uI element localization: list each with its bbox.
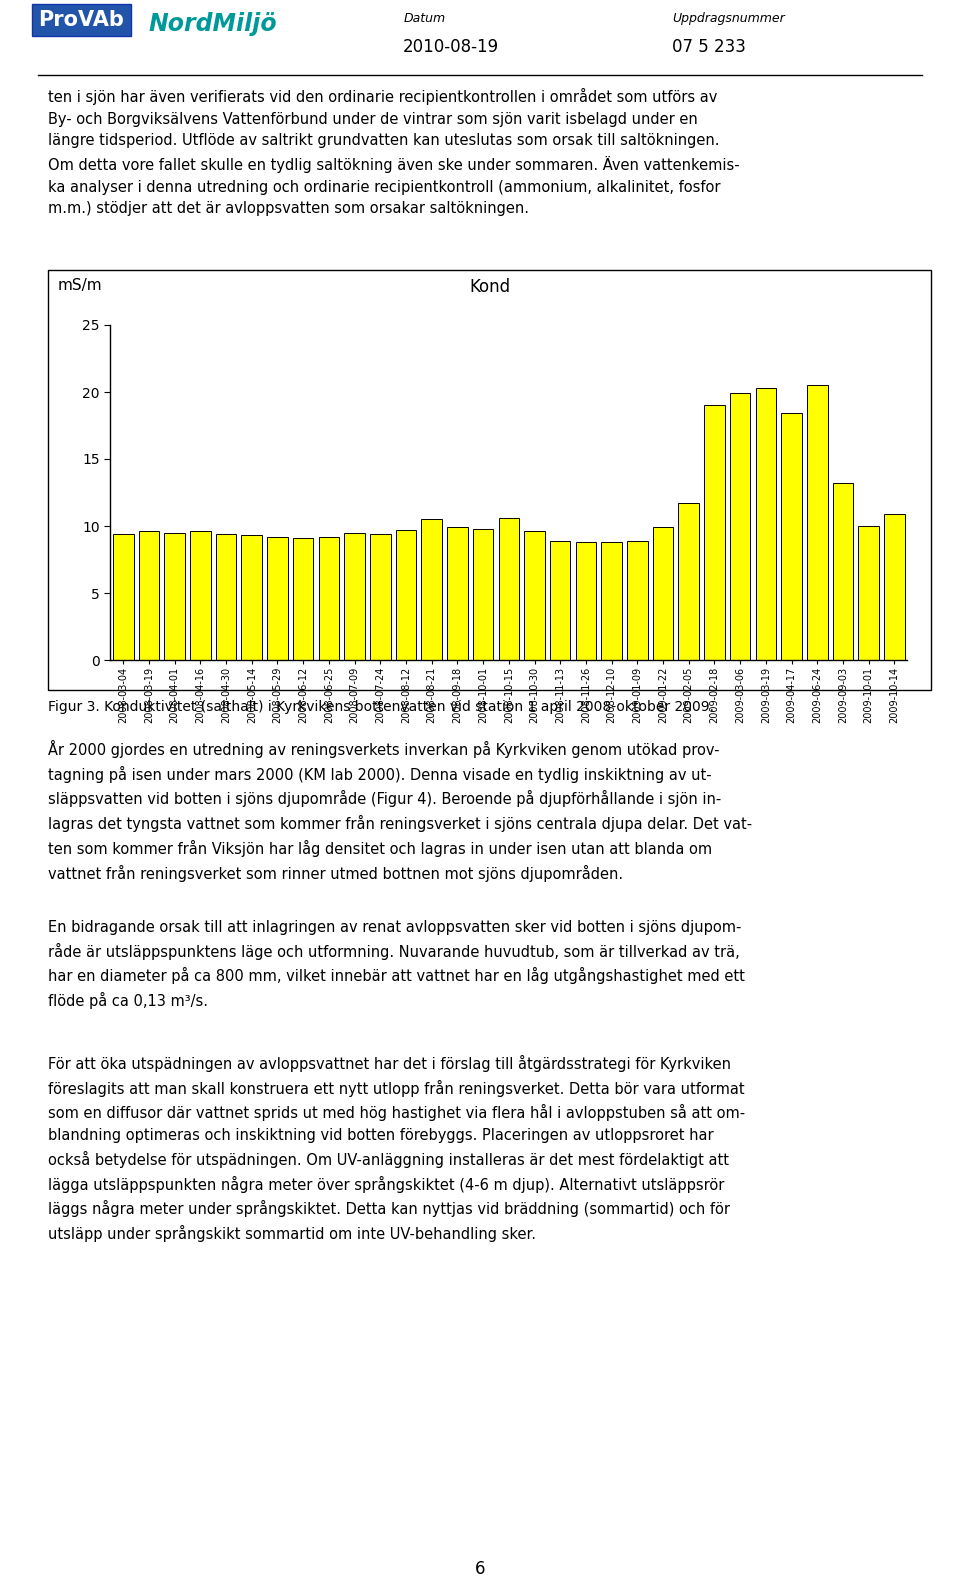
Bar [293, 539, 314, 661]
Bar [653, 527, 673, 661]
Bar [164, 532, 185, 661]
Bar [679, 504, 699, 661]
Bar [473, 529, 493, 661]
Text: 07 5 233: 07 5 233 [672, 38, 746, 55]
Bar [370, 534, 391, 661]
Text: År 2000 gjordes en utredning av reningsverkets inverkan på Kyrkviken genom utöka: År 2000 gjordes en utredning av reningsv… [48, 740, 752, 882]
Bar [576, 542, 596, 661]
Bar [524, 531, 544, 661]
Text: Uppdragsnummer: Uppdragsnummer [672, 13, 784, 25]
Bar [781, 413, 802, 661]
Bar [601, 542, 622, 661]
Bar [242, 535, 262, 661]
Text: ten i sjön har även verifierats vid den ordinarie recipientkontrollen i området : ten i sjön har även verifierats vid den … [48, 89, 739, 215]
Bar [550, 540, 570, 661]
Bar [113, 534, 133, 661]
Bar [756, 388, 776, 661]
Bar [832, 483, 853, 661]
Bar [884, 513, 904, 661]
Bar [730, 393, 751, 661]
Bar [807, 385, 828, 661]
Bar [627, 540, 648, 661]
Text: Kond: Kond [469, 279, 510, 296]
Text: För att öka utspädningen av avloppsvattnet har det i förslag till åtgärdsstrateg: För att öka utspädningen av avloppsvattn… [48, 1055, 745, 1242]
Text: Datum: Datum [403, 13, 445, 25]
Text: Figur 3. Konduktivitet (salthalt) i Kyrkvikens bottenvatten vid station 1 april : Figur 3. Konduktivitet (salthalt) i Kyrk… [48, 700, 714, 714]
Bar [704, 406, 725, 661]
Text: En bidragande orsak till att inlagringen av renat avloppsvatten sker vid botten : En bidragande orsak till att inlagringen… [48, 920, 745, 1009]
Bar [345, 532, 365, 661]
Bar [858, 526, 879, 661]
Bar [498, 518, 519, 661]
Bar [319, 537, 339, 661]
Bar [138, 531, 159, 661]
Text: 2010-08-19: 2010-08-19 [403, 38, 499, 55]
Text: NordMiljö: NordMiljö [149, 13, 277, 36]
Bar [421, 520, 442, 661]
Text: 6: 6 [475, 1560, 485, 1578]
Bar [267, 537, 288, 661]
Text: ProVAb: ProVAb [38, 10, 124, 30]
Bar [396, 531, 417, 661]
Bar [216, 534, 236, 661]
Bar [447, 527, 468, 661]
Bar [190, 531, 210, 661]
Text: mS/m: mS/m [58, 279, 102, 293]
